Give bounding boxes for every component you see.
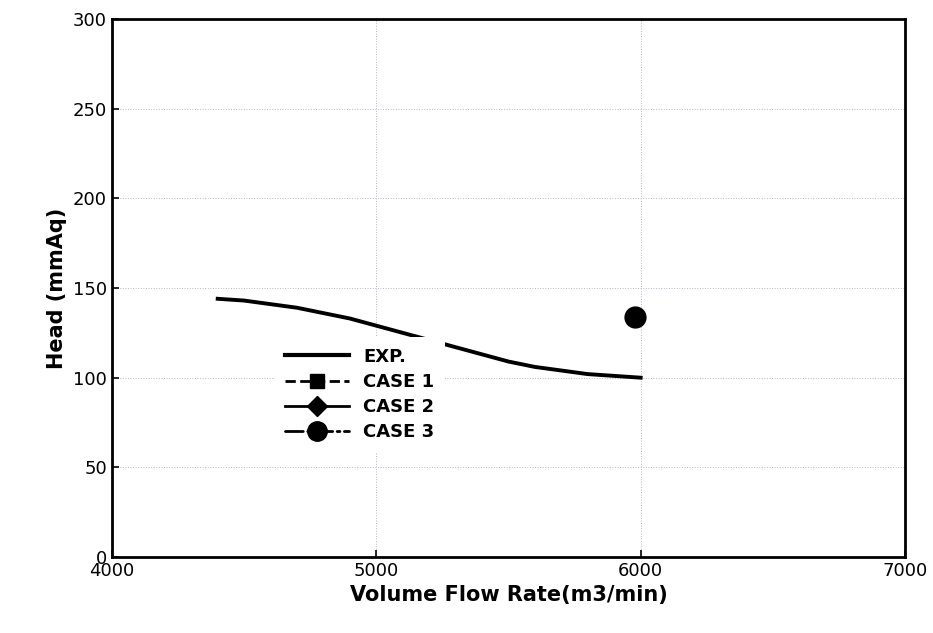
Legend: EXP., CASE 1, CASE 2, CASE 3: EXP., CASE 1, CASE 2, CASE 3	[274, 337, 445, 452]
Y-axis label: Head (mmAq): Head (mmAq)	[48, 208, 67, 368]
X-axis label: Volume Flow Rate(m3/min): Volume Flow Rate(m3/min)	[350, 586, 667, 605]
